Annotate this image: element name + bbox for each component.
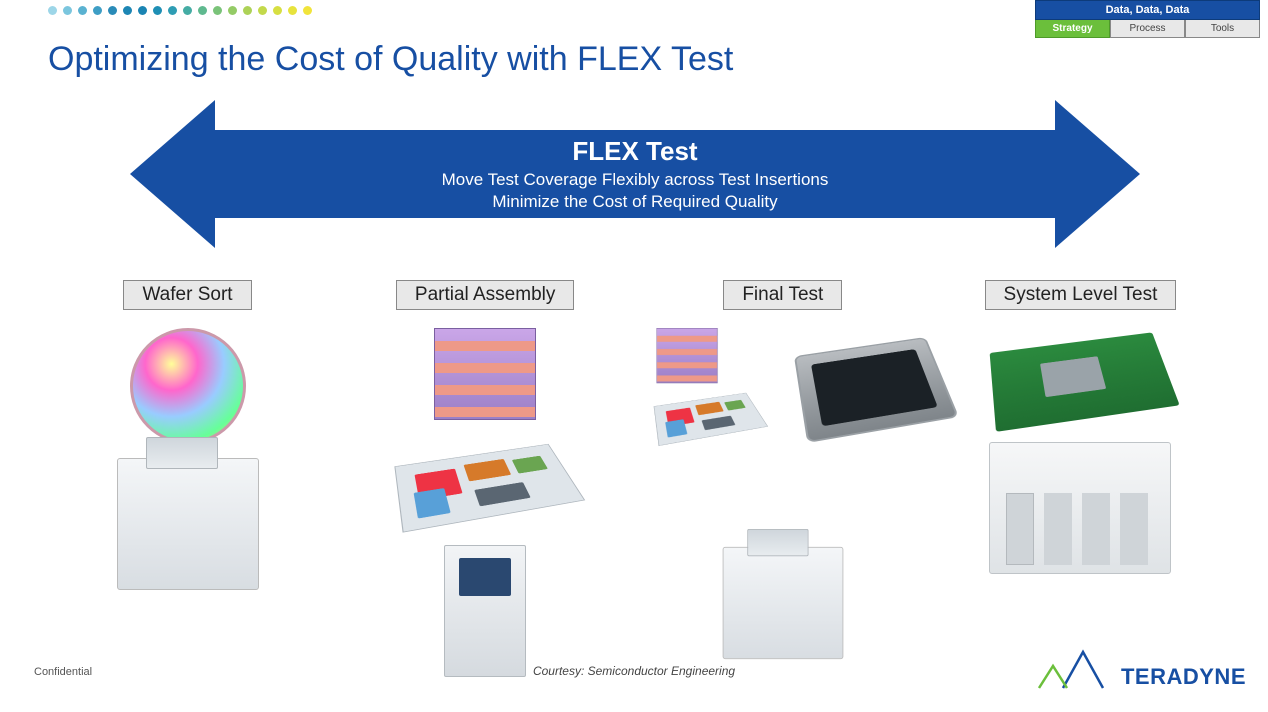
confidential-label: Confidential <box>34 666 92 678</box>
arrow-right-icon <box>1055 100 1140 248</box>
arrow-line2: Minimize the Cost of Required Quality <box>492 192 777 211</box>
stage-label: Final Test <box>723 280 842 310</box>
header-dots <box>48 6 312 15</box>
handler-icon <box>444 545 526 677</box>
tab-tools[interactable]: Tools <box>1185 20 1260 38</box>
stage-label: System Level Test <box>985 280 1177 310</box>
stage-graphics <box>117 328 259 590</box>
flex-arrow: FLEX Test Move Test Coverage Flexibly ac… <box>130 100 1140 230</box>
courtesy-label: Courtesy: Semiconductor Engineering <box>533 664 735 678</box>
stage-wafer-sort: Wafer Sort <box>60 280 315 677</box>
pcb-board-icon <box>990 332 1180 431</box>
mini-group <box>656 328 759 445</box>
arrow-line1: Move Test Coverage Flexibly across Test … <box>442 170 829 189</box>
stage-row: Wafer Sort Partial Assembly Final Test <box>60 280 1208 677</box>
page-title: Optimizing the Cost of Quality with FLEX… <box>48 40 733 79</box>
brand-logo: TERADYNE <box>1033 642 1246 690</box>
nav-tabs: Data, Data, Data Strategy Process Tools <box>1035 0 1260 38</box>
substrate-icon <box>653 393 768 446</box>
tab-process[interactable]: Process <box>1110 20 1185 38</box>
arrow-title: FLEX Test <box>572 136 697 167</box>
arrow-body: FLEX Test Move Test Coverage Flexibly ac… <box>210 130 1060 218</box>
tester-icon <box>117 458 259 590</box>
wafer-icon <box>130 328 246 444</box>
tester-icon <box>722 547 843 659</box>
stage-system-level: System Level Test <box>953 280 1208 677</box>
logo-mark-icon <box>1033 642 1111 690</box>
stage-final-test: Final Test <box>655 280 910 677</box>
system-rack-icon <box>989 442 1171 574</box>
stage-partial-assembly: Partial Assembly <box>358 280 613 677</box>
tab-strategy[interactable]: Strategy <box>1035 20 1110 38</box>
arrow-subtitle: Move Test Coverage Flexibly across Test … <box>442 169 829 212</box>
memory-stack-icon <box>434 328 536 420</box>
tabs-header: Data, Data, Data <box>1035 0 1260 20</box>
arrow-left-icon <box>130 100 215 248</box>
tabs-row: Strategy Process Tools <box>1035 20 1260 38</box>
stage-graphics <box>399 328 571 677</box>
final-top-row <box>622 328 944 523</box>
stage-label: Wafer Sort <box>123 280 251 310</box>
stage-graphics <box>622 328 944 669</box>
chip-icon <box>794 337 959 443</box>
stage-graphics <box>989 328 1171 574</box>
memory-stack-icon <box>656 328 717 383</box>
substrate-icon <box>395 444 586 533</box>
stage-label: Partial Assembly <box>396 280 574 310</box>
logo-text: TERADYNE <box>1121 664 1246 690</box>
